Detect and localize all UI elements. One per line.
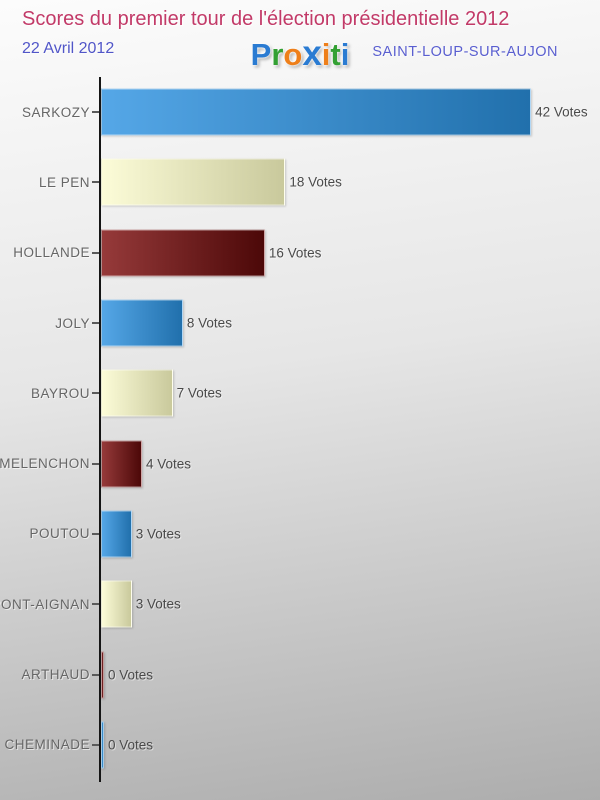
logo-letter: i bbox=[321, 37, 331, 72]
category-label: POUTOU bbox=[29, 526, 90, 542]
city-name: SAINT-LOUP-SUR-AUJON bbox=[372, 44, 558, 60]
axis-tick bbox=[92, 111, 99, 114]
value-label: 16 Votes bbox=[268, 245, 322, 261]
value-label: 8 Votes bbox=[186, 315, 232, 331]
category-label: HOLLANDE bbox=[13, 245, 90, 261]
category-label: MELENCHON bbox=[0, 456, 90, 472]
bar-poutou bbox=[101, 510, 132, 558]
y-axis-line bbox=[99, 77, 101, 782]
value-label: 3 Votes bbox=[135, 526, 181, 542]
category-label: ARTHAUD bbox=[21, 667, 90, 683]
logo-letter: P bbox=[250, 37, 272, 72]
bar-joly bbox=[101, 299, 183, 347]
value-label: 3 Votes bbox=[135, 596, 181, 612]
logo-letter: i bbox=[340, 37, 350, 72]
chart-row: LE PEN 18 Votes bbox=[0, 147, 600, 217]
category-label: BAYROU bbox=[30, 385, 90, 401]
election-date: 22 Avril 2012 bbox=[22, 40, 115, 57]
category-label: DUPONT-AIGNAN bbox=[0, 596, 90, 612]
chart-row: MELENCHON 4 Votes bbox=[0, 429, 600, 499]
bar-cheminade bbox=[101, 721, 104, 769]
bar-hollande bbox=[101, 229, 265, 277]
category-label: SARKOZY bbox=[21, 104, 90, 120]
axis-tick bbox=[92, 603, 99, 606]
axis-tick bbox=[92, 673, 99, 676]
value-label: 4 Votes bbox=[145, 456, 191, 472]
logo-letter: t bbox=[330, 37, 341, 72]
bar-bayrou bbox=[101, 369, 173, 417]
category-label: LE PEN bbox=[38, 174, 90, 190]
chart-row: JOLY 8 Votes bbox=[0, 288, 600, 358]
axis-tick bbox=[92, 392, 99, 395]
chart-row: CHEMINADE 0 Votes bbox=[0, 710, 600, 780]
logo-letter: x bbox=[302, 34, 322, 73]
value-label: 0 Votes bbox=[108, 737, 154, 753]
axis-tick bbox=[92, 251, 99, 254]
axis-tick bbox=[92, 181, 99, 184]
chart-row: DUPONT-AIGNAN 3 Votes bbox=[0, 569, 600, 639]
category-label: CHEMINADE bbox=[4, 737, 90, 753]
axis-tick bbox=[92, 462, 99, 465]
chart-row: POUTOU 3 Votes bbox=[0, 499, 600, 569]
value-label: 7 Votes bbox=[176, 385, 222, 401]
bar-melenchon bbox=[101, 440, 142, 488]
chart-row: SARKOZY 42 Votes bbox=[0, 77, 600, 147]
value-label: 42 Votes bbox=[535, 104, 588, 120]
chart-row: HOLLANDE 16 Votes bbox=[0, 218, 600, 288]
bar-sarkozy bbox=[101, 88, 532, 136]
axis-tick bbox=[92, 532, 99, 535]
proxiti-logo[interactable]: Proxiti bbox=[251, 36, 350, 73]
axis-tick bbox=[92, 322, 99, 325]
value-label: 0 Votes bbox=[108, 667, 154, 683]
bar-le-pen bbox=[101, 158, 286, 206]
bar-arthaud bbox=[101, 651, 104, 699]
value-label: 18 Votes bbox=[289, 174, 342, 190]
logo-letter: r bbox=[271, 37, 284, 72]
bar-dupont-aignan bbox=[101, 580, 132, 628]
chart-row: ARTHAUD 0 Votes bbox=[0, 639, 600, 709]
logo-letter: o bbox=[283, 37, 303, 72]
axis-tick bbox=[92, 743, 99, 746]
category-label: JOLY bbox=[55, 315, 90, 331]
chart-row: BAYROU 7 Votes bbox=[0, 358, 600, 428]
page-title: Scores du premier tour de l'élection pré… bbox=[22, 8, 510, 30]
